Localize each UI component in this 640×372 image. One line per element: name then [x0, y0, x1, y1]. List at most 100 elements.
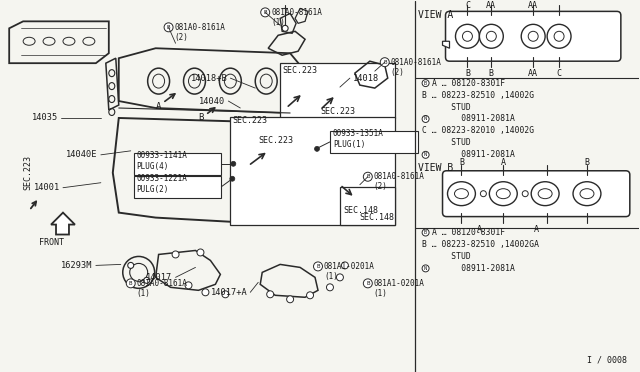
Circle shape	[337, 274, 344, 281]
Text: I / 0008: I / 0008	[587, 356, 627, 365]
Text: B: B	[264, 10, 267, 15]
Text: (2): (2)	[374, 182, 388, 191]
Text: 14017+A: 14017+A	[211, 288, 247, 297]
Text: A: A	[156, 102, 161, 110]
Circle shape	[486, 31, 497, 41]
Text: PULG(2): PULG(2)	[137, 185, 169, 194]
Bar	[340, 187, 395, 225]
Circle shape	[364, 279, 372, 288]
Text: B: B	[584, 158, 589, 167]
Text: STUD: STUD	[422, 103, 470, 112]
Text: B: B	[465, 69, 470, 78]
Text: A … 08120-8301F: A … 08120-8301F	[431, 78, 505, 88]
Text: SEC.223: SEC.223	[23, 155, 32, 190]
Circle shape	[185, 282, 192, 289]
Circle shape	[521, 24, 545, 48]
Text: B: B	[489, 69, 494, 78]
Text: AA: AA	[528, 69, 538, 78]
Text: C … 08223-82010 ,14002G: C … 08223-82010 ,14002G	[422, 126, 534, 135]
Text: 16293M: 16293M	[61, 261, 93, 270]
Text: AA: AA	[486, 1, 497, 10]
Text: 14018+B: 14018+B	[191, 74, 227, 83]
Text: 081A0-8161A: 081A0-8161A	[374, 172, 425, 181]
Text: (1): (1)	[374, 289, 388, 298]
Text: A: A	[500, 158, 506, 167]
Text: PLUG(1): PLUG(1)	[333, 140, 365, 149]
Circle shape	[143, 278, 150, 283]
Circle shape	[164, 23, 173, 32]
Text: PLUG(4): PLUG(4)	[137, 162, 169, 171]
Circle shape	[260, 8, 269, 17]
Text: B: B	[424, 81, 427, 86]
Text: C: C	[557, 69, 561, 78]
Text: 081A1-0201A: 081A1-0201A	[324, 262, 375, 271]
Text: 08911-2081A: 08911-2081A	[431, 150, 515, 159]
Circle shape	[202, 289, 209, 296]
Text: 14001: 14001	[34, 183, 60, 192]
Text: 08911-2081A: 08911-2081A	[431, 264, 515, 273]
Circle shape	[528, 31, 538, 41]
Text: A: A	[534, 225, 539, 234]
Text: STUD: STUD	[422, 252, 470, 261]
Text: AA: AA	[528, 1, 538, 10]
Text: SEC.223: SEC.223	[282, 65, 317, 75]
Circle shape	[463, 31, 472, 41]
Text: SEC.223: SEC.223	[320, 106, 355, 115]
Text: B … 08223-82510 ,14002GA: B … 08223-82510 ,14002GA	[422, 240, 539, 249]
Text: B … 08223-82510 ,14002G: B … 08223-82510 ,14002G	[422, 90, 534, 100]
Circle shape	[314, 146, 319, 151]
Polygon shape	[442, 41, 449, 48]
Text: 081A0-8161A: 081A0-8161A	[137, 279, 188, 288]
Circle shape	[172, 251, 179, 258]
Text: A: A	[477, 225, 482, 234]
Text: B: B	[366, 281, 369, 286]
Circle shape	[126, 279, 135, 288]
Text: A … 08120-8301F: A … 08120-8301F	[431, 228, 505, 237]
Circle shape	[314, 262, 323, 271]
Circle shape	[307, 292, 314, 299]
Text: 00933-1221A: 00933-1221A	[137, 174, 188, 183]
Bar	[330, 131, 418, 153]
Bar	[134, 176, 221, 198]
Text: B: B	[167, 25, 170, 30]
Text: (1): (1)	[271, 18, 285, 27]
Circle shape	[341, 262, 348, 269]
Text: FRONT: FRONT	[39, 238, 64, 247]
Circle shape	[231, 161, 236, 166]
Text: STUD: STUD	[422, 138, 470, 147]
Text: B: B	[459, 158, 464, 167]
Text: 081A1-0201A: 081A1-0201A	[374, 279, 425, 288]
Text: SEC.148: SEC.148	[343, 206, 378, 215]
Text: N: N	[424, 152, 427, 157]
Text: 14017: 14017	[147, 273, 173, 282]
Text: N: N	[424, 116, 427, 122]
Circle shape	[222, 291, 229, 298]
Circle shape	[554, 31, 564, 41]
Text: C: C	[465, 1, 470, 10]
FancyBboxPatch shape	[445, 12, 621, 61]
Text: 14018: 14018	[353, 74, 379, 83]
Text: (2): (2)	[175, 33, 188, 42]
Text: N: N	[424, 266, 427, 271]
Bar	[280, 63, 395, 118]
Text: 081A0-8161A: 081A0-8161A	[391, 58, 442, 67]
Text: B: B	[383, 60, 387, 65]
Text: SEC.223: SEC.223	[232, 116, 268, 125]
Circle shape	[422, 151, 429, 158]
Circle shape	[364, 172, 372, 181]
Circle shape	[287, 296, 294, 303]
Circle shape	[456, 24, 479, 48]
Circle shape	[422, 80, 429, 87]
Text: SEC.148: SEC.148	[360, 213, 395, 222]
Circle shape	[422, 229, 429, 236]
Text: 14035: 14035	[32, 113, 58, 122]
Text: B: B	[366, 174, 369, 179]
Circle shape	[128, 262, 134, 268]
Circle shape	[422, 115, 429, 122]
Text: (1): (1)	[137, 289, 150, 298]
Text: B: B	[424, 230, 427, 235]
Text: 08911-2081A: 08911-2081A	[431, 115, 515, 124]
Text: B: B	[316, 264, 320, 269]
Circle shape	[230, 176, 235, 181]
Circle shape	[380, 58, 389, 67]
